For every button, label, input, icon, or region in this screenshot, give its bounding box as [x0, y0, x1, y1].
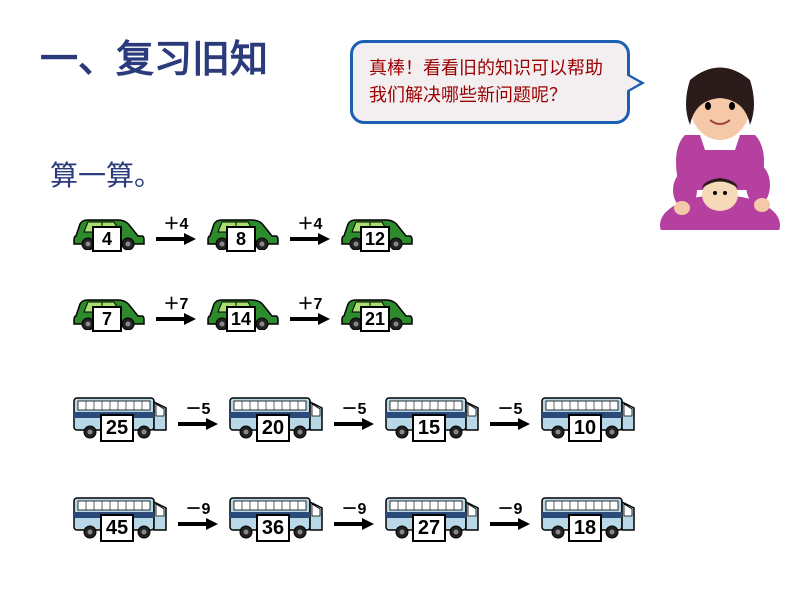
number-box: 7: [92, 306, 122, 332]
operation-label: －9: [498, 495, 523, 519]
bus-vehicle: 15: [382, 390, 482, 440]
number-box: 27: [412, 514, 446, 542]
operation-label: ＋4: [298, 210, 323, 234]
problem-row-1: 4 ＋4 8 ＋4 12: [70, 210, 416, 250]
operation-arrow: ＋4: [290, 210, 330, 250]
operation-label: －5: [498, 395, 523, 419]
arrow-icon: [178, 517, 218, 535]
bus-vehicle: 20: [226, 390, 326, 440]
arrow-icon: [334, 517, 374, 535]
operation-arrow: －5: [334, 395, 374, 435]
operation-arrow: －5: [490, 395, 530, 435]
operation-arrow: ＋7: [156, 290, 196, 330]
subtitle: 算一算。: [50, 154, 162, 194]
arrow-icon: [334, 417, 374, 435]
car-vehicle: 21: [338, 290, 416, 330]
arrow-icon: [178, 417, 218, 435]
arrow-icon: [490, 417, 530, 435]
operation-arrow: ＋4: [156, 210, 196, 250]
operation-label: ＋4: [164, 210, 189, 234]
number-box: 25: [100, 414, 134, 442]
operation-arrow: －9: [490, 495, 530, 535]
number-box: 45: [100, 514, 134, 542]
teacher-illustration: [650, 50, 790, 230]
bus-vehicle: 36: [226, 490, 326, 540]
number-box: 12: [360, 226, 390, 252]
number-box: 14: [226, 306, 256, 332]
speech-bubble: 真棒！看看旧的知识可以帮助我们解决哪些新问题呢？: [350, 40, 630, 124]
problem-row-4: 45 －9 36 －9: [70, 490, 638, 540]
arrow-icon: [290, 232, 330, 250]
number-box: 21: [360, 306, 390, 332]
bus-vehicle: 45: [70, 490, 170, 540]
arrow-icon: [290, 312, 330, 330]
car-vehicle: 7: [70, 290, 148, 330]
number-box: 10: [568, 414, 602, 442]
number-box: 8: [226, 226, 256, 252]
operation-arrow: ＋7: [290, 290, 330, 330]
operation-arrow: －9: [334, 495, 374, 535]
arrow-icon: [156, 232, 196, 250]
operation-arrow: －5: [178, 395, 218, 435]
number-box: 36: [256, 514, 290, 542]
bus-vehicle: 10: [538, 390, 638, 440]
arrow-icon: [156, 312, 196, 330]
bus-vehicle: 18: [538, 490, 638, 540]
car-vehicle: 14: [204, 290, 282, 330]
operation-label: －5: [186, 395, 211, 419]
car-vehicle: 12: [338, 210, 416, 250]
operation-label: －5: [342, 395, 367, 419]
number-box: 18: [568, 514, 602, 542]
bus-vehicle: 27: [382, 490, 482, 540]
number-box: 4: [92, 226, 122, 252]
section-title: 一、复习旧知: [40, 28, 268, 83]
problem-row-3: 25 －5 20 －5: [70, 390, 638, 440]
number-box: 20: [256, 414, 290, 442]
car-vehicle: 8: [204, 210, 282, 250]
operation-label: ＋7: [298, 290, 323, 314]
operation-label: －9: [342, 495, 367, 519]
arrow-icon: [490, 517, 530, 535]
number-box: 15: [412, 414, 446, 442]
operation-label: －9: [186, 495, 211, 519]
bus-vehicle: 25: [70, 390, 170, 440]
car-vehicle: 4: [70, 210, 148, 250]
problem-row-2: 7 ＋7 14 ＋7 21: [70, 290, 416, 330]
operation-arrow: －9: [178, 495, 218, 535]
operation-label: ＋7: [164, 290, 189, 314]
